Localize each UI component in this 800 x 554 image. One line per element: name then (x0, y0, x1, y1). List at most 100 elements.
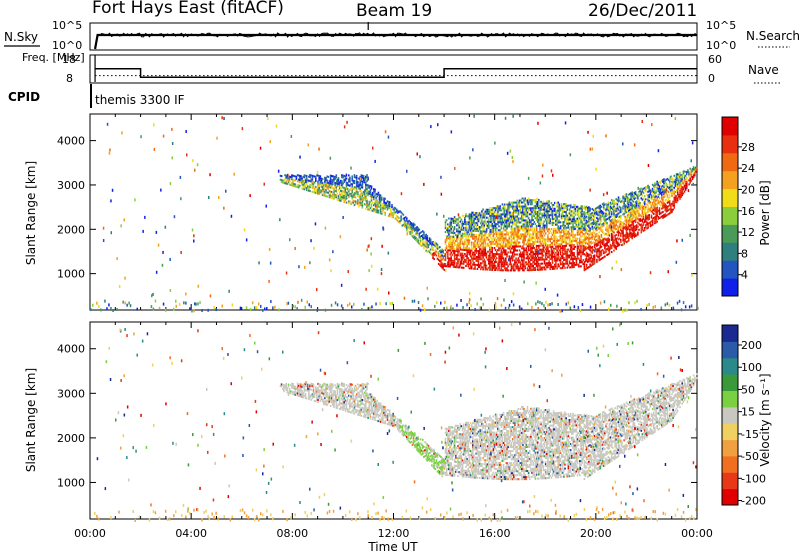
power-echo-cell (686, 187, 688, 189)
power-echo-cell (630, 218, 632, 221)
power-echo-cell (449, 249, 451, 252)
power-echo-cell (483, 250, 485, 253)
power-echo-cell (571, 252, 573, 255)
power-echo-cell (554, 253, 556, 256)
power-echo-cell (670, 175, 672, 178)
power-echo-cell (547, 204, 549, 207)
power-echo-cell (506, 215, 508, 218)
power-echo-cell (538, 268, 540, 271)
power-echo-cell (349, 188, 351, 191)
power-echo-cell (516, 207, 518, 210)
power-echo-cell (541, 228, 544, 231)
power-echo-cell (659, 188, 662, 191)
power-echo-cell (643, 213, 646, 215)
power-echo-cell (631, 195, 633, 198)
power-echo-cell (385, 202, 388, 205)
power-echo-cell (352, 195, 355, 198)
power-echo-cell (302, 183, 304, 186)
power-echo-cell (539, 224, 541, 227)
power-echo-cell (656, 220, 658, 223)
power-echo-cell (581, 205, 583, 208)
power-echo-cell (564, 232, 566, 235)
power-echo-cell (547, 244, 549, 247)
power-echo-cell (472, 253, 474, 256)
power-echo-cell (628, 213, 630, 216)
power-echo-cell (536, 254, 539, 257)
power-echo-cell (494, 259, 497, 262)
power-echo-cell (457, 238, 459, 241)
power-echo-cell (514, 263, 516, 266)
x-axis-label: Time UT (367, 540, 418, 554)
power-echo-cell (296, 180, 299, 183)
power-echo-cell (416, 228, 418, 231)
power-echo-cell (610, 229, 613, 231)
power-echo-cell (480, 232, 482, 235)
power-echo-cell (284, 182, 286, 185)
power-echo-cell (418, 232, 421, 235)
power-echo-cell (584, 212, 587, 215)
power-echo-cell (596, 242, 598, 245)
power-echo-cell (527, 243, 530, 246)
power-echo-cell (534, 255, 537, 257)
power-echo-cell (505, 209, 507, 212)
power-echo-cell (647, 196, 649, 199)
power-echo-cell (561, 229, 564, 232)
power-echo-cell (561, 241, 564, 244)
power-echo-cell (442, 267, 444, 270)
power-echo-cell (675, 183, 678, 186)
power-echo-cell (498, 267, 500, 270)
power-echo-cell (491, 231, 493, 233)
power-echo-cell (642, 207, 645, 210)
power-echo-cell (539, 222, 541, 225)
power-echo-cell (482, 260, 484, 263)
power-echo-cell (477, 220, 480, 223)
power-echo-cell (403, 217, 406, 219)
power-echo-cell (451, 239, 454, 242)
power-echo-cell (491, 250, 493, 253)
power-echo-cell (476, 240, 479, 242)
power-echo-cell (569, 204, 572, 207)
power-echo-cell (475, 247, 477, 250)
power-echo-cell (489, 268, 491, 271)
power-echo-cell (665, 206, 668, 209)
power-echo-cell (357, 199, 359, 202)
power-echo-cell (599, 254, 602, 257)
power-echo-cell (502, 227, 505, 230)
power-echo-cell (514, 245, 516, 248)
power-echo-cell (678, 173, 680, 176)
power-echo-cell (466, 257, 468, 260)
power-echo-cell (540, 268, 542, 271)
power-echo-cell (511, 253, 514, 256)
power-echo-cell (328, 196, 331, 199)
power-echo-cell (616, 237, 619, 240)
power-echo-cell (645, 198, 647, 201)
power-echo-cell (549, 208, 551, 211)
power-echo-cell (623, 234, 625, 237)
power-echo-cell (523, 225, 525, 228)
power-echo-cell (498, 253, 500, 256)
power-echo-cell (533, 269, 536, 271)
power-echo-cell (524, 239, 526, 242)
power-echo-cell (551, 251, 554, 254)
power-echo-cell (412, 224, 415, 227)
power-echo-cell (598, 211, 600, 214)
power-echo-cell (499, 257, 501, 260)
power-echo-cell (510, 205, 513, 208)
power-echo-cell (279, 178, 282, 181)
power-echo-cell (319, 179, 322, 182)
power-echo-cell (624, 225, 627, 228)
power-echo-cell (526, 233, 529, 236)
power-echo-cell (445, 237, 448, 240)
power-echo-cell (476, 218, 479, 221)
power-echo-cell (639, 188, 641, 191)
power-echo-cell (503, 207, 506, 210)
power-echo-cell (466, 263, 468, 266)
power-echo-cell (350, 193, 352, 195)
power-echo-cell (670, 207, 672, 210)
power-echo-cell (476, 224, 479, 227)
power-echo-cell (574, 210, 577, 212)
power-echo-cell (362, 197, 365, 199)
power-echo-cell (642, 217, 645, 220)
power-echo-cell (518, 261, 521, 264)
power-echo-cell (530, 263, 532, 266)
